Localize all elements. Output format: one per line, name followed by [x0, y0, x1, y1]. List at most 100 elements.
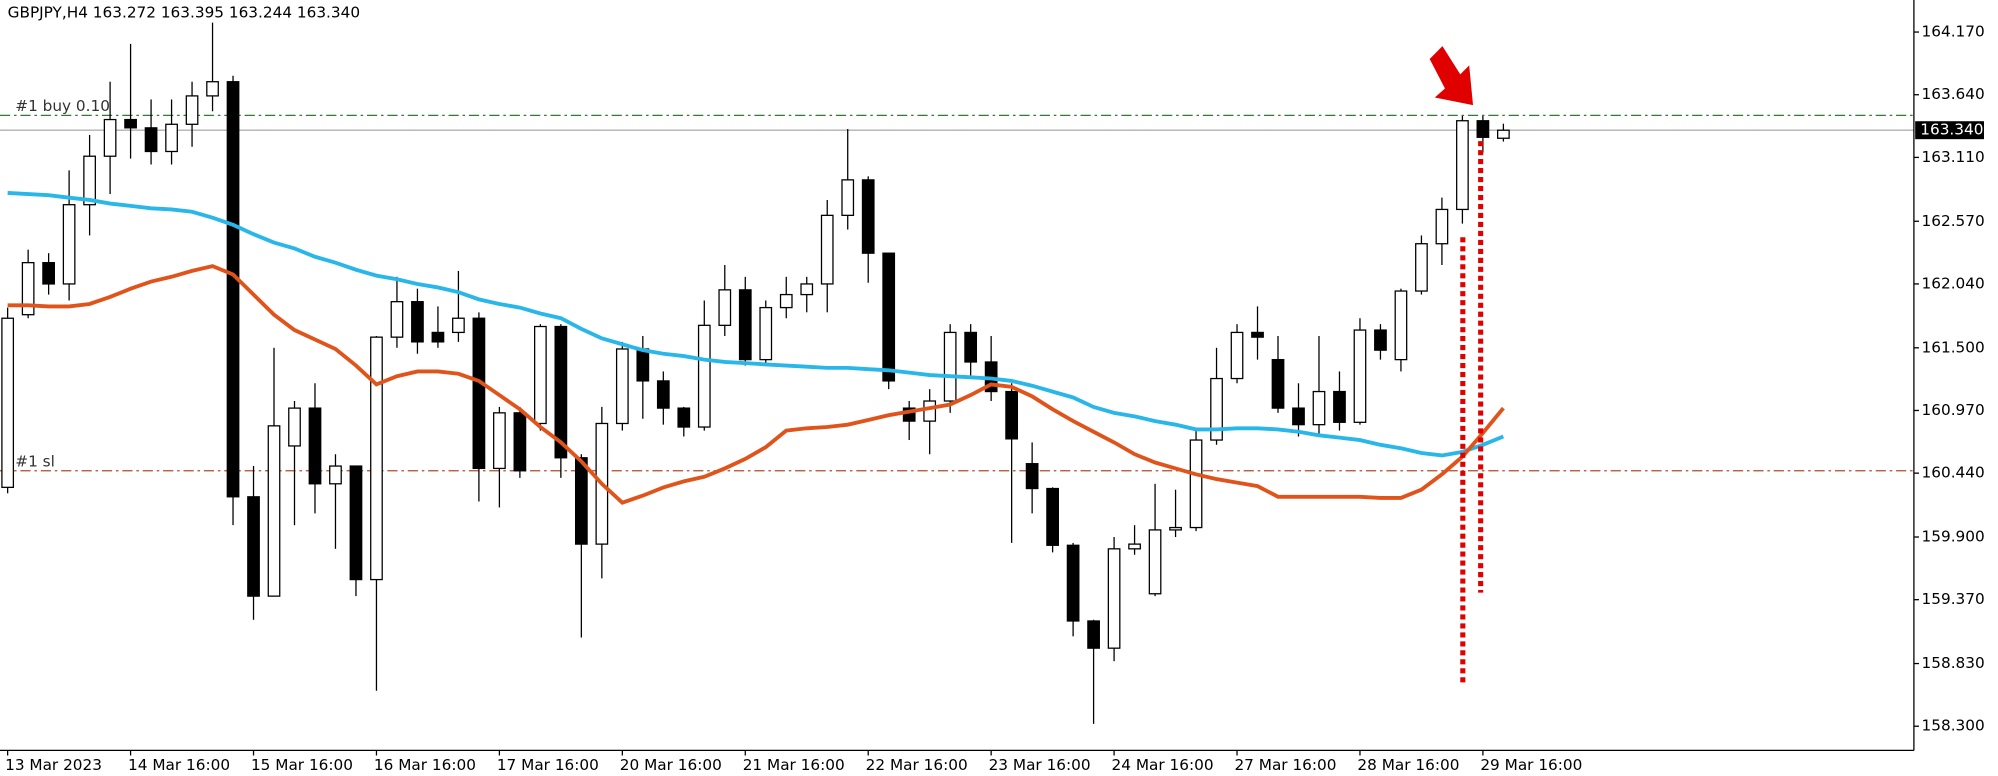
candle-body	[1169, 526, 1182, 531]
candle-body	[247, 496, 260, 597]
candle-body	[1087, 620, 1100, 649]
moving-average	[7, 190, 1505, 458]
candle-body	[288, 407, 301, 447]
candle-body	[718, 289, 732, 326]
candle-body	[1148, 529, 1162, 595]
candle-body	[124, 118, 137, 129]
candle-body	[431, 331, 445, 343]
x-tick-label: 28 Mar 16:00	[1357, 756, 1459, 774]
y-tick-label: 163.640	[1922, 85, 1985, 103]
candle-body	[83, 155, 96, 206]
order-label: #1 buy 0.10	[15, 97, 110, 115]
x-tick-label: 24 Mar 16:00	[1112, 756, 1214, 774]
candle-body	[841, 179, 855, 216]
candle-body	[370, 336, 383, 581]
x-tick-label: 23 Mar 16:00	[989, 756, 1091, 774]
order-label: #1 sl	[15, 452, 55, 470]
candle-body	[1210, 377, 1223, 441]
candle-body	[144, 127, 158, 153]
candle-body	[62, 204, 76, 285]
plot	[0, 22, 1914, 724]
red-arrow	[1429, 46, 1474, 106]
candle-body	[759, 306, 773, 361]
chart-title: GBPJPY,H4 163.272 163.395 163.244 163.34…	[8, 3, 360, 21]
candle-body	[1005, 390, 1019, 440]
y-tick-label: 164.170	[1922, 23, 1985, 41]
candle-body	[308, 407, 322, 485]
candle-body	[1353, 329, 1367, 423]
y-tick-label: 159.900	[1922, 527, 1985, 545]
candle-body	[1128, 543, 1141, 550]
x-tick-label: 16 Mar 16:00	[374, 756, 476, 774]
candle-body	[861, 179, 875, 254]
candle-body	[923, 400, 937, 422]
candle-body	[574, 457, 588, 545]
candle-body	[1066, 544, 1080, 622]
y-tick-label: 163.110	[1922, 148, 1985, 166]
x-tick-label: 21 Mar 16:00	[743, 756, 845, 774]
y-tick-label: 161.500	[1922, 338, 1985, 356]
candle-body	[1415, 243, 1428, 292]
candle-body	[226, 81, 240, 498]
y-tick-label: 162.570	[1922, 212, 1985, 230]
candle-body	[329, 465, 342, 485]
candle-body	[103, 118, 117, 157]
price-label: 163.340	[1920, 121, 1983, 139]
candle-body	[349, 465, 363, 581]
price-box	[1915, 121, 1984, 140]
candle-body	[636, 348, 650, 382]
x-tick-label: 14 Mar 16:00	[128, 756, 230, 774]
candle-body	[1497, 129, 1510, 139]
candle-body	[1292, 407, 1305, 426]
candle-body	[267, 425, 281, 597]
candle-body	[800, 283, 814, 296]
candle-body	[902, 407, 916, 422]
annotation	[1429, 46, 1484, 683]
moving-average	[7, 264, 1505, 505]
x-tick-label: 15 Mar 16:00	[251, 756, 353, 774]
candle-body	[390, 301, 404, 338]
y-tick-label: 159.370	[1922, 590, 1985, 608]
candle-body	[1312, 390, 1326, 426]
y-tick-label: 160.970	[1922, 401, 1985, 419]
candle-body	[185, 95, 199, 125]
candle-body	[411, 301, 424, 343]
candle-body	[1251, 331, 1264, 338]
y-tick-label: 158.830	[1922, 654, 1985, 672]
candle-body	[943, 331, 957, 402]
candle-body	[1189, 439, 1203, 529]
candle-body	[779, 293, 793, 309]
y-tick-label: 158.300	[1922, 717, 1985, 735]
candle-body	[554, 325, 568, 459]
candle-body	[513, 412, 527, 472]
candle-body	[738, 289, 752, 361]
candle-body	[42, 262, 55, 285]
candle-body	[1374, 329, 1387, 351]
x-tick-label: 17 Mar 16:00	[497, 756, 599, 774]
candle-body	[1230, 331, 1244, 380]
candle-body	[534, 325, 547, 425]
candle-body	[1476, 120, 1490, 138]
candle-body	[165, 123, 178, 153]
x-tick-label: 29 Mar 16:00	[1480, 756, 1582, 774]
candle-body	[1046, 487, 1059, 546]
candle-body	[1333, 390, 1346, 423]
candle-body	[1, 317, 15, 488]
candle-body	[656, 380, 670, 409]
candle-body	[1456, 120, 1469, 211]
candle-body	[1271, 358, 1285, 409]
candle-body	[21, 262, 35, 316]
y-tick-label: 160.440	[1922, 464, 1985, 482]
candle-body	[206, 81, 219, 97]
candle-body	[472, 317, 486, 470]
x-tick-label: 20 Mar 16:00	[620, 756, 722, 774]
x-tick-label: 13 Mar 2023	[5, 756, 102, 774]
candle-body	[882, 252, 896, 382]
candle-body	[1107, 548, 1121, 649]
candle-body	[697, 324, 711, 428]
candle-body	[677, 407, 691, 428]
candle-body	[493, 412, 506, 470]
